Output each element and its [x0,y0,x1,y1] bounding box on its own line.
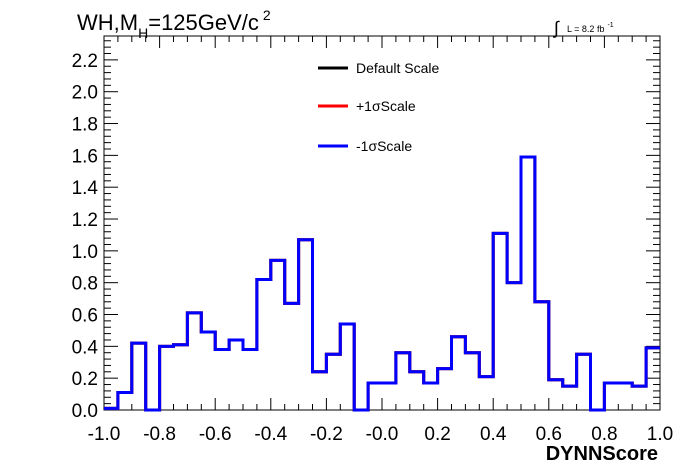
chart-title: WH,MH=125GeV/c 2 [77,7,271,41]
x-axis-title: DYNNScore [546,443,658,465]
y-tick-label: 0.8 [72,274,98,295]
y-tick-label: 0.4 [72,337,99,358]
legend: Default Scale +1σScale -1σScale [318,60,439,154]
x-tick-label: -0.8 [143,424,176,445]
y-tick-label: 0.0 [72,401,98,422]
x-tick-label: -0.6 [199,424,232,445]
legend-label-0: Default Scale [356,60,439,76]
luminosity-text: L = 8.2 fb -1 [567,22,614,34]
y-tick-label: 2.0 [72,83,98,104]
y-axis: 0.0 0.2 0.4 0.6 0.8 1.0 1.2 1.4 1.6 1.8 2.0 2.2 [72,40,660,422]
y-tick-label: 1.2 [72,210,98,231]
x-tick-label: -0.0 [366,424,399,445]
legend-label-2: -1σScale [356,138,412,154]
x-tick-label: -1.0 [88,424,121,445]
series-layer [104,155,660,412]
y-tick-label: 0.6 [72,306,98,327]
x-axis: -1.0 -0.8 -0.6 -0.4 -0.2 -0.0 0.2 0.4 0.6 0.8 1.0 [88,36,673,445]
y-tick-label: 1.8 [72,115,98,136]
legend-label-1: +1σScale [356,98,416,114]
y-tick-label: 1.6 [72,146,98,167]
integral-sign: ∫ [552,18,560,38]
y-tick-label: 1.4 [72,178,99,199]
x-tick-label: 0.6 [536,424,562,445]
x-tick-label: 0.4 [480,424,507,445]
x-tick-label: -0.4 [254,424,287,445]
x-tick-label: 0.2 [424,424,450,445]
y-tick-label: 2.2 [72,51,98,72]
luminosity-label: ∫ L = 8.2 fb -1 [552,18,614,38]
y-tick-label: 1.0 [72,242,98,263]
y-tick-label: 0.2 [72,369,98,390]
x-tick-label: 0.8 [591,424,617,445]
series-line-2 [104,155,660,412]
x-tick-label: -0.2 [310,424,343,445]
x-tick-label: 1.0 [647,424,673,445]
